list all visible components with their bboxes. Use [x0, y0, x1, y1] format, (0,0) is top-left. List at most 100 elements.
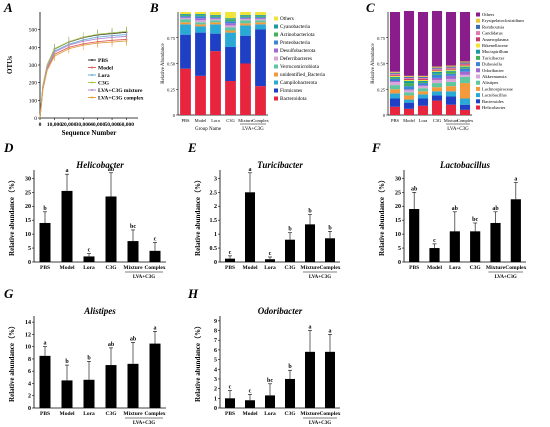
legend-swatch [476, 99, 480, 104]
category-label: Model [403, 118, 415, 123]
significance-letter: a [329, 328, 332, 334]
legend-swatch [476, 31, 480, 36]
legend-label: Lactobacillus [482, 93, 507, 98]
bar [149, 250, 161, 262]
stack-segment [403, 83, 415, 87]
stack-segment [417, 88, 429, 92]
bar [245, 192, 255, 262]
stack-segment [403, 99, 415, 103]
legend-label: Deferribacteres [280, 55, 312, 62]
significance-letter: ab [492, 206, 499, 212]
legend-marker [91, 81, 93, 84]
significance-letter: a [514, 177, 517, 183]
stack-segment [389, 85, 401, 90]
group-bracket-label: LVA+C3G [133, 421, 155, 426]
category-label: Lora [83, 411, 95, 417]
y-tick-label: 0.75 [377, 36, 386, 41]
significance-letter: a [309, 325, 312, 331]
legend-label: Candidatus [482, 31, 503, 36]
stack-segment [431, 67, 443, 69]
panel-label-D: D [3, 140, 14, 155]
y-tick-label: 4 [214, 367, 217, 373]
significance-letter: c [88, 248, 91, 254]
y-tick-label: 5 [28, 246, 31, 252]
panel-label-E: E [187, 140, 197, 155]
stack-segment [431, 66, 443, 68]
stack-segment [210, 20, 221, 23]
bar [510, 199, 521, 262]
panel-label-B: B [149, 0, 159, 15]
stack-segment [195, 22, 206, 25]
stack-segment [459, 98, 471, 105]
data-point [125, 40, 128, 42]
bar [305, 351, 315, 408]
group-bracket-label: LVA+C3G [242, 127, 264, 132]
stack-segment [431, 77, 443, 80]
legend-label: Actinobacteriota [280, 32, 315, 38]
legend-swatch [476, 43, 480, 48]
y-tick-label: 0 [214, 406, 217, 412]
chart-title: Odoribacter [258, 306, 303, 316]
legend-label: Bacteroidota [280, 96, 307, 102]
legend-swatch [476, 68, 480, 73]
panel-c: 0 0.25 0.50 0.75 PBS Model Lora C3G MixtureCompl… [371, 10, 524, 132]
group-bracket-label: LVA+C3G [447, 127, 469, 132]
stack-segment [459, 74, 471, 77]
significance-letter: bc [472, 217, 478, 223]
group-bracket-label: LVA+C3G [495, 275, 517, 280]
legend-label: Anaeroplasma [482, 37, 509, 42]
stack-segment [389, 71, 401, 73]
x-axis-label: Group Name [195, 127, 222, 132]
stack-segment [403, 108, 415, 115]
stack-segment [195, 12, 206, 15]
stack-segment [431, 68, 443, 70]
data-point [67, 47, 70, 50]
significance-letter: b [288, 227, 292, 233]
category-label: Model [60, 265, 75, 271]
significance-letter: ab [411, 186, 418, 192]
legend-swatch [274, 56, 278, 61]
legend-label: Erysipelatoclostridium [482, 18, 524, 23]
legend-swatch [274, 48, 278, 53]
stack-segment [417, 77, 429, 79]
legend-label: Model [98, 66, 113, 72]
legend-swatch [274, 80, 278, 85]
bar [225, 258, 235, 262]
category-label: Lora [264, 411, 276, 417]
legend-label: Romboutsia [482, 24, 504, 29]
significance-letter: b [288, 364, 292, 370]
y-axis-label: Relative abundance（%） [194, 176, 202, 256]
stack-segment [255, 86, 266, 115]
significance-letter: b [43, 206, 47, 212]
significance-letter: ab [108, 167, 115, 173]
legend-swatch [476, 80, 480, 85]
category-label: Complex [319, 265, 340, 271]
stack-segment [389, 78, 401, 82]
stack-segment [225, 21, 236, 24]
y-tick-label: 14 [25, 320, 31, 326]
stack-segment [255, 20, 266, 23]
stack-segment [417, 94, 429, 99]
y-tick-label: 25 [25, 190, 31, 196]
y-tick-label: 1.5 [210, 218, 218, 224]
x-tick-label: 30,000 [76, 122, 91, 128]
stack-segment [431, 10, 443, 67]
y-tick-label: 10 [395, 232, 401, 238]
significance-letter: a [66, 168, 69, 174]
stack-segment [431, 73, 443, 75]
category-label: C3G [106, 265, 118, 271]
stack-segment [459, 66, 471, 68]
stack-segment [403, 79, 415, 82]
y-tick-label: 0 [28, 260, 31, 266]
stack-segment [431, 87, 443, 92]
stack-segment [180, 24, 191, 35]
data-point [53, 55, 56, 58]
y-tick-label: 2.5 [210, 190, 218, 196]
y-tick-label: 2 [214, 204, 217, 210]
stack-segment [417, 79, 429, 82]
stack-segment [180, 15, 191, 17]
legend-swatch [476, 24, 480, 29]
bar [61, 380, 73, 408]
significance-letter: ab [108, 342, 115, 348]
stack-segment [445, 69, 457, 71]
